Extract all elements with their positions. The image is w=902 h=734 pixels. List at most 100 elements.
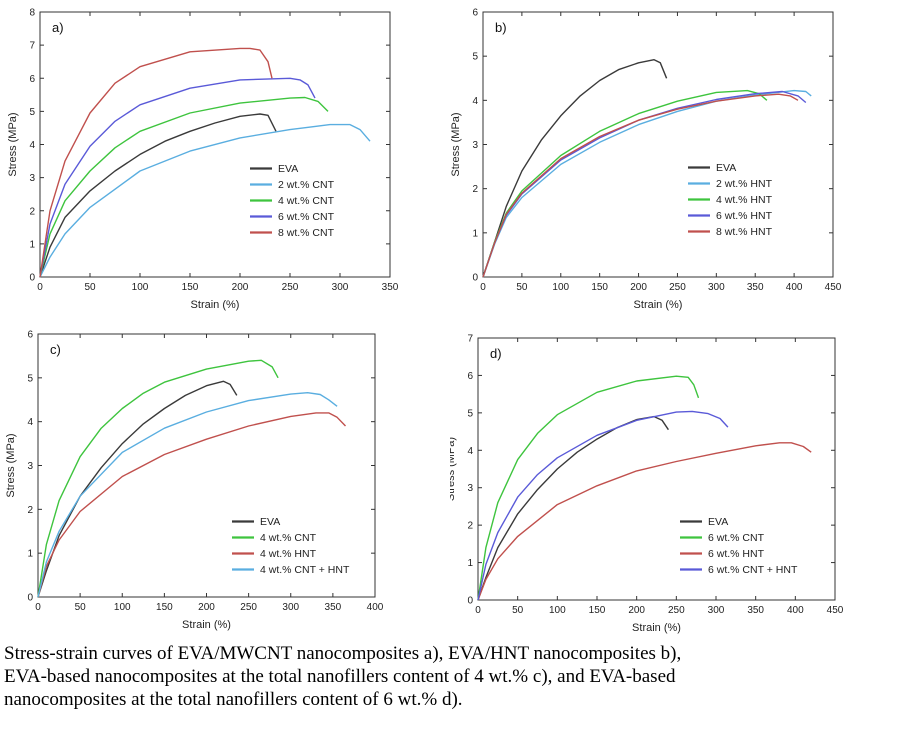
legend-entry: EVA (278, 163, 298, 175)
y-tick-label: 2 (29, 206, 35, 217)
x-tick-label: 100 (549, 605, 566, 616)
legend-entry: 6 wt.% CNT + HNT (708, 564, 798, 576)
series-line (482, 89, 812, 278)
y-tick-label: 1 (29, 239, 35, 250)
legend-entry: EVA (716, 162, 736, 174)
x-tick-label: 350 (747, 282, 764, 293)
x-tick-label: 400 (787, 605, 804, 616)
series-line (477, 410, 729, 601)
caption-line-2: EVA-based nanocomposites at the total na… (4, 666, 676, 687)
x-tick-label: 450 (827, 605, 844, 616)
x-axis-title: Strain (%) (182, 619, 231, 631)
x-tick-label: 50 (84, 282, 96, 293)
y-axis-title: Stress (MPa) (450, 437, 457, 501)
legend-entry: 4 wt.% CNT (260, 532, 317, 544)
y-axis-title: Stress (MPa) (7, 112, 19, 176)
y-tick-label: 8 (29, 8, 35, 19)
y-tick-label: 6 (27, 330, 33, 341)
series-line (39, 77, 316, 278)
series-line (477, 415, 669, 601)
y-tick-label: 2 (467, 521, 473, 532)
legend-entry: 4 wt.% CNT (278, 195, 335, 207)
series-line (39, 96, 329, 278)
y-tick-label: 5 (467, 408, 473, 419)
legend-entry: 6 wt.% HNT (716, 210, 773, 222)
y-tick-label: 1 (27, 549, 33, 560)
figure: 0 50 100 150 200 250 300 350 0 1 2 3 4 5 6 7 8 Strain (%)… (5, 8, 844, 635)
x-tick-label: 250 (282, 282, 299, 293)
x-tick-label: 150 (182, 282, 199, 293)
series-line (477, 442, 812, 601)
x-tick-label: 150 (589, 605, 606, 616)
panel-label: c) (50, 342, 61, 357)
caption-line-1: Stress-strain curves of EVA/MWCNT nanoco… (4, 643, 682, 664)
y-tick-label: 3 (472, 140, 478, 151)
legend-entry: 6 wt.% HNT (708, 548, 765, 560)
legend-entry: 4 wt.% HNT (716, 194, 773, 206)
x-tick-label: 0 (480, 282, 486, 293)
y-tick-label: 1 (467, 558, 473, 569)
x-tick-label: 200 (198, 602, 215, 613)
series-line (482, 59, 668, 278)
y-tick-label: 0 (27, 593, 33, 604)
x-axis-title: Strain (%) (632, 622, 681, 634)
y-tick-label: 3 (27, 461, 33, 472)
x-tick-label: 200 (630, 282, 647, 293)
x-tick-label: 300 (332, 282, 349, 293)
legend-entry: EVA (708, 516, 728, 528)
series-line (482, 93, 799, 278)
y-tick-label: 3 (29, 173, 35, 184)
legend-entry: 6 wt.% CNT (708, 532, 765, 544)
x-tick-label: 50 (75, 602, 87, 613)
legend-entry: 8 wt.% CNT (278, 227, 335, 239)
y-tick-label: 2 (27, 505, 33, 516)
y-tick-label: 3 (467, 483, 473, 494)
figure-caption: Stress-strain curves of EVA/MWCNT nanoco… (4, 642, 898, 711)
x-tick-label: 50 (516, 282, 528, 293)
legend-entry: 4 wt.% HNT (260, 548, 317, 560)
x-tick-label: 350 (325, 602, 342, 613)
y-tick-label: 5 (472, 52, 478, 63)
y-tick-label: 6 (472, 8, 478, 19)
x-tick-label: 100 (114, 602, 131, 613)
series-line (37, 359, 279, 598)
y-tick-label: 0 (29, 273, 35, 284)
panel-label: a) (52, 20, 64, 35)
chart-panel-a: 0 50 100 150 200 250 300 350 0 1 2 3 4 5 6 7 8 Strain (%)… (7, 8, 399, 312)
plot-frame (482, 11, 834, 278)
y-tick-label: 0 (467, 596, 473, 607)
x-axis-title: Strain (%) (634, 299, 683, 311)
y-tick-label: 5 (29, 107, 35, 118)
legend-entry: 6 wt.% CNT (278, 211, 335, 223)
y-tick-label: 6 (29, 74, 35, 85)
x-tick-label: 300 (282, 602, 299, 613)
x-tick-label: 350 (747, 605, 764, 616)
x-tick-label: 300 (708, 605, 725, 616)
plot-frame (477, 337, 836, 601)
x-axis-title: Strain (%) (191, 299, 240, 311)
chart-panel-c: 0 50 100 150 200 250 300 350 400 0 1 2 3 4 5 6 Strain (%… (5, 330, 384, 632)
series-line (37, 380, 238, 598)
x-tick-label: 200 (628, 605, 645, 616)
x-tick-label: 350 (382, 282, 399, 293)
x-tick-label: 150 (591, 282, 608, 293)
x-tick-label: 150 (156, 602, 173, 613)
y-tick-label: 4 (29, 140, 35, 151)
series-line (39, 47, 273, 278)
y-tick-label: 7 (29, 41, 35, 52)
y-tick-label: 2 (472, 184, 478, 195)
x-tick-label: 0 (37, 282, 43, 293)
y-tick-label: 4 (467, 446, 473, 457)
y-tick-label: 5 (27, 373, 33, 384)
x-tick-label: 50 (512, 605, 524, 616)
legend-entry: 4 wt.% CNT + HNT (260, 564, 350, 576)
y-tick-label: 4 (27, 417, 33, 428)
y-tick-label: 0 (472, 273, 478, 284)
legend-entry: 8 wt.% HNT (716, 226, 773, 238)
chart-panel-b: 0 50 100 150 200 250 300 350 400 450 0 1 2 3 4 5 6 Strain… (450, 8, 842, 312)
series-line (37, 392, 338, 598)
legend-entry: EVA (260, 516, 280, 528)
caption-line-3: nanocomposites at the total nanofillers … (4, 689, 463, 710)
x-tick-label: 400 (786, 282, 803, 293)
panel-label: d) (490, 346, 502, 361)
